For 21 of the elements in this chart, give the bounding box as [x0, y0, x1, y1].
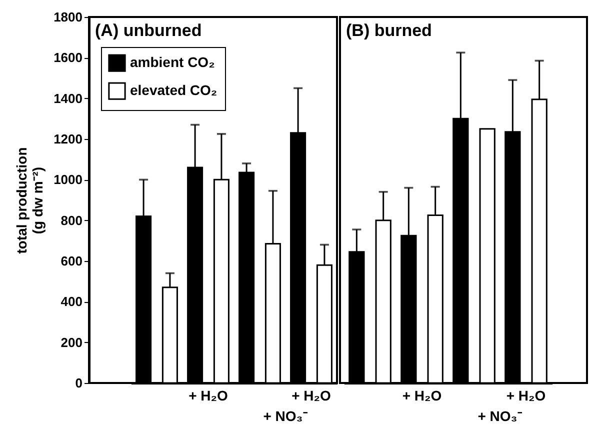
x-tick-label: + H₂O — [506, 388, 546, 404]
y-tick-label: 1400 — [54, 90, 82, 106]
y-tick-label: 0 — [75, 376, 82, 390]
x-tick-label: + H₂O — [402, 388, 442, 404]
x-tick-label: + H₂O — [292, 388, 331, 404]
y-tick-label: 1000 — [54, 172, 82, 188]
y-tick-label: 1200 — [54, 132, 82, 146]
legend-label: ambient CO₂ — [130, 54, 215, 70]
text: + NO₃⁻ — [263, 408, 308, 424]
y-tick-label: 800 — [60, 212, 82, 228]
x-tick-label: + H₂O — [188, 388, 228, 404]
y-tick-label: 1800 — [54, 10, 82, 24]
legend-label: elevated CO₂ — [130, 82, 218, 98]
y-tick-label: 600 — [60, 254, 82, 268]
text: + NO₃⁻ — [478, 408, 522, 424]
y-tick-label: 1600 — [54, 50, 82, 66]
y-tick-label: 400 — [60, 294, 82, 310]
y-tick-label: 200 — [60, 334, 82, 350]
chart-title: (B) burned — [346, 21, 432, 40]
chart-title: (A) unburned — [95, 21, 202, 40]
y-axis-title: total production (g dw m⁻²) — [14, 147, 46, 254]
